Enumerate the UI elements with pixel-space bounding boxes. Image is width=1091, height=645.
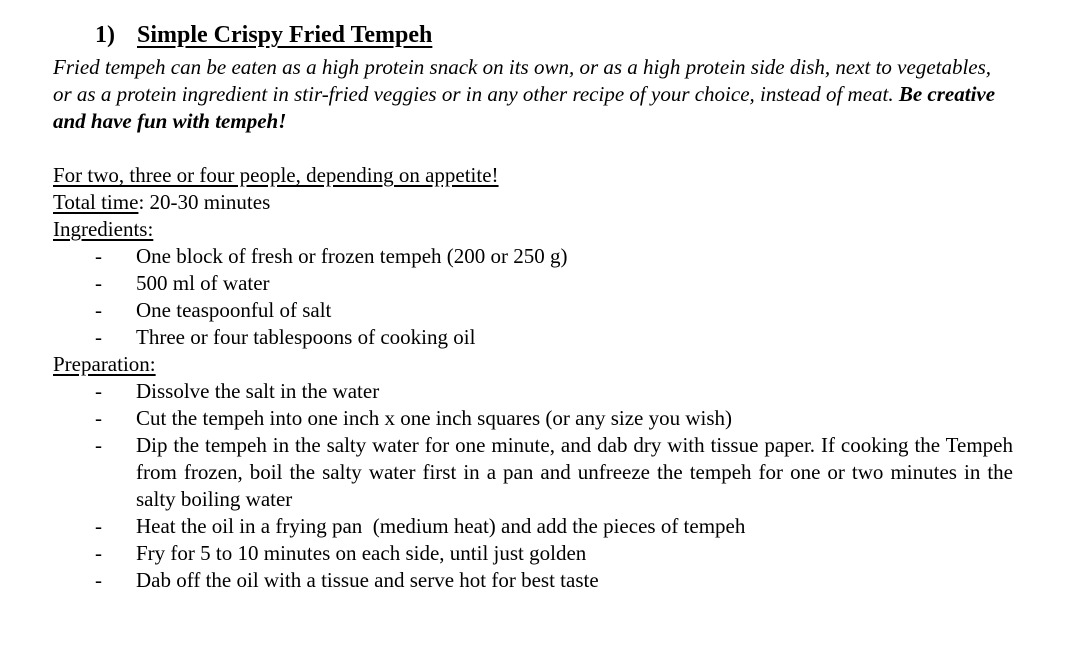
bullet-dash-marker: - xyxy=(95,244,102,268)
bullet-dash-marker: - xyxy=(95,433,102,457)
total-time-value: : 20-30 minutes xyxy=(138,190,271,214)
list-item-text: One teaspoonful of salt xyxy=(136,298,332,322)
bullet-dash-marker: - xyxy=(95,406,102,430)
bullet-dash-marker: - xyxy=(95,541,102,565)
list-item-text: Cut the tempeh into one inch x one inch … xyxy=(136,406,733,430)
bullet-dash-marker: - xyxy=(95,514,102,538)
total-time-line: Total time: 20-30 minutes xyxy=(53,189,1013,216)
list-item: - One teaspoonful of salt xyxy=(53,297,1013,324)
bullet-dash-marker: - xyxy=(95,568,102,592)
list-item: - One block of fresh or frozen tempeh (20… xyxy=(53,243,1013,270)
list-item: - Fry for 5 to 10 minutes on each side, u… xyxy=(53,540,1013,567)
recipe-number: 1) xyxy=(95,22,115,48)
intro-paragraph: Fried tempeh can be eaten as a high prot… xyxy=(53,54,1013,135)
list-item-text: 500 ml of water xyxy=(136,271,270,295)
recipe-title-row: 1) Simple Crispy Fried Tempeh xyxy=(53,20,1013,50)
intro-emphasis-text: Be creative and have fun with tempeh! xyxy=(53,82,996,133)
list-item-text: Dip the tempeh in the salty water for on… xyxy=(136,433,1019,511)
list-item: - Dab off the oil with a tissue and serve… xyxy=(53,567,1013,594)
list-item-text: Fry for 5 to 10 minutes on each side, un… xyxy=(136,541,587,565)
list-item: - Dissolve the salt in the water xyxy=(53,378,1013,405)
recipe-title: Simple Crispy Fried Tempeh xyxy=(137,22,433,48)
total-time-label: Total time xyxy=(53,190,139,214)
list-item-text: Dab off the oil with a tissue and serve … xyxy=(136,568,599,592)
list-item-text: Heat the oil in a frying pan (medium hea… xyxy=(136,514,746,538)
preparation-heading: Preparation: xyxy=(53,352,156,376)
list-item: - Heat the oil in a frying pan (medium he… xyxy=(53,513,1013,540)
bullet-dash-marker: - xyxy=(95,298,102,322)
serving-note-line: For two, three or four people, depending… xyxy=(53,162,1013,189)
bullet-dash-marker: - xyxy=(95,325,102,349)
list-item-text: Three or four tablespoons of cooking oil xyxy=(136,325,476,349)
preparation-list: - Dissolve the salt in the water - Cut the … xyxy=(53,378,1013,594)
serving-note: For two, three or four people, depending… xyxy=(53,163,499,187)
bullet-dash-marker: - xyxy=(95,379,102,403)
ingredients-heading: Ingredients: xyxy=(53,217,154,241)
intro-text: Fried tempeh can be eaten as a high prot… xyxy=(53,55,992,106)
list-item: - 500 ml of water xyxy=(53,270,1013,297)
list-item: - Dip the tempeh in the salty water for o… xyxy=(53,432,1013,513)
list-item: - Cut the tempeh into one inch x one inch… xyxy=(53,405,1013,432)
bullet-dash-marker: - xyxy=(95,271,102,295)
list-item-text: One block of fresh or frozen tempeh (200… xyxy=(136,244,568,268)
ingredients-heading-line: Ingredients: xyxy=(53,216,1013,243)
list-item-text: Dissolve the salt in the water xyxy=(136,379,380,403)
ingredients-list: - One block of fresh or frozen tempeh (20… xyxy=(53,243,1013,351)
preparation-heading-line: Preparation: xyxy=(53,351,1013,378)
blank-line xyxy=(53,135,1013,162)
list-item: - Three or four tablespoons of cooking oi… xyxy=(53,324,1013,351)
